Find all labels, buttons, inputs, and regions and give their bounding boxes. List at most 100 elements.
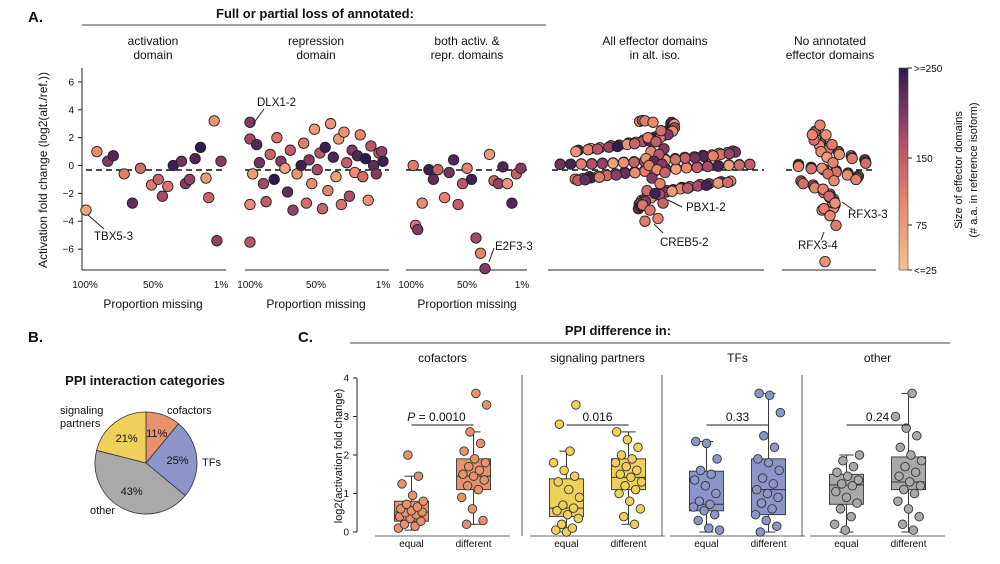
c-group-label-3-1: different <box>891 539 927 550</box>
point-3-102 <box>679 152 691 164</box>
point-3-75 <box>565 158 577 170</box>
point-1-48 <box>376 145 388 158</box>
leader-rfx3-4 <box>820 231 825 241</box>
c-point-1-1-5 <box>630 484 641 495</box>
c-point-2-0-9 <box>700 481 711 491</box>
c-point-3-0-13 <box>838 456 848 466</box>
point-3-120 <box>691 161 703 174</box>
c-point-1-1-15 <box>633 442 643 453</box>
point-0-9 <box>156 190 169 202</box>
colorbar-label-1: Size of effector domains <box>953 111 965 229</box>
c-point-2-0-14 <box>701 438 712 449</box>
c-point-1-1-10 <box>632 465 642 476</box>
c-ytick-label-1: 1 <box>343 489 349 500</box>
point-1-29 <box>324 118 337 130</box>
c-point-2-0-3 <box>709 509 720 520</box>
point-2-10 <box>452 198 464 211</box>
c-group-label-1-1: different <box>611 539 647 550</box>
point-4-x8 <box>828 175 840 187</box>
c-point-3-1-1 <box>897 519 908 530</box>
subtitle-none-2: effector domains <box>786 48 875 62</box>
c-point-3-0-11 <box>832 467 842 478</box>
c-ytick-label-2: 2 <box>343 451 349 462</box>
panel-b-letter: B. <box>28 329 43 346</box>
point-1-49 <box>377 155 389 167</box>
c-point-3-0-8 <box>836 479 847 489</box>
point-3-140 <box>666 185 678 197</box>
subtitle-both-1: both activ. & <box>434 34 499 48</box>
c-point-1-1-14 <box>616 450 627 460</box>
point-3-129 <box>611 140 624 153</box>
label-rfx3-4: RFX3-4 <box>798 240 838 252</box>
c-point-0-0-13 <box>418 496 429 506</box>
c-point-1-0-3 <box>556 519 567 530</box>
c-point-1-1-17 <box>611 427 622 437</box>
ytick-label-a-5: −4 <box>63 217 75 228</box>
c-point-3-0-5 <box>841 492 852 503</box>
point-3-x1 <box>647 116 659 128</box>
c-point-1-0-16 <box>554 419 565 429</box>
c-point-2-1-5 <box>756 498 767 508</box>
c-point-2-0-11 <box>706 469 716 480</box>
point-3-112 <box>575 158 587 170</box>
c-point-3-1-5 <box>909 488 920 499</box>
colorbar-ticks: >=250 150 75 <=25 <box>908 64 943 277</box>
label-rfx3-3: RFX3-3 <box>848 209 888 221</box>
point-3-130 <box>593 171 606 183</box>
point-0-18 <box>203 191 215 204</box>
c-point-1-1-6 <box>620 481 630 491</box>
c-point-3-0-2 <box>846 511 856 522</box>
point-0-16 <box>194 141 207 154</box>
c-point-1-0-11 <box>553 477 563 487</box>
c-ytick-label-3: 3 <box>343 412 349 423</box>
point-2-15 <box>474 247 487 259</box>
point-1-35 <box>341 157 353 169</box>
pie-title: PPI interaction categories <box>65 373 225 388</box>
c-point-0-1-13 <box>459 446 469 456</box>
pie-slice-other <box>94 449 186 515</box>
point-3-81 <box>702 160 714 173</box>
pie-slice-signaling-partners <box>96 411 147 464</box>
c-point-2-1-14 <box>769 442 780 453</box>
panel-a-yticks: 6 4 2 0 −2 −4 −6 <box>63 77 82 256</box>
point-3-x14 <box>646 172 658 184</box>
c-point-3-1-13 <box>906 450 916 460</box>
ytick-label-a-4: −2 <box>63 189 75 200</box>
c-point-1-0-10 <box>564 484 574 495</box>
c-point-1-1-13 <box>627 454 637 464</box>
point-1-28 <box>322 184 334 197</box>
c-point-2-1-15 <box>759 431 769 441</box>
c-point-2-1-11 <box>774 465 784 476</box>
point-3-127 <box>629 138 641 150</box>
xtick-1-c: 1% <box>515 280 530 291</box>
point-0-1 <box>91 145 103 158</box>
c-point-1-1-2 <box>635 504 646 514</box>
panel-c-header: PPI difference in: <box>565 323 671 338</box>
leader-dlx1-2 <box>252 108 265 125</box>
c-point-2-1-3 <box>750 509 761 520</box>
point-3-x13 <box>659 166 671 179</box>
point-1-31 <box>330 171 342 183</box>
c-point-0-1-17 <box>471 388 481 399</box>
c-point-3-0-12 <box>848 461 859 472</box>
c-point-2-1-6 <box>773 492 783 503</box>
point-4-x15 <box>819 255 831 268</box>
point-1-23 <box>308 123 321 135</box>
subtitle-repression-2: domain <box>296 48 335 62</box>
point-3-x20 <box>652 212 664 225</box>
c-point-1-0-2 <box>567 523 578 533</box>
c-ytick-label-4: 4 <box>343 374 349 385</box>
point-4-42 <box>846 152 858 165</box>
point-3-x21 <box>639 215 651 227</box>
point-1-46 <box>370 168 382 180</box>
point-2-24 <box>515 162 527 174</box>
c-point-0-1-9 <box>474 465 485 476</box>
point-0-0 <box>80 204 92 216</box>
point-1-41 <box>357 171 369 183</box>
c-point-0-1-2 <box>467 504 478 514</box>
pie-label-1: TFs <box>202 457 221 469</box>
c-point-0-1-5 <box>462 481 473 491</box>
c-point-0-1-16 <box>481 400 492 410</box>
c-point-2-1-4 <box>767 504 777 514</box>
point-2-17 <box>483 148 496 161</box>
